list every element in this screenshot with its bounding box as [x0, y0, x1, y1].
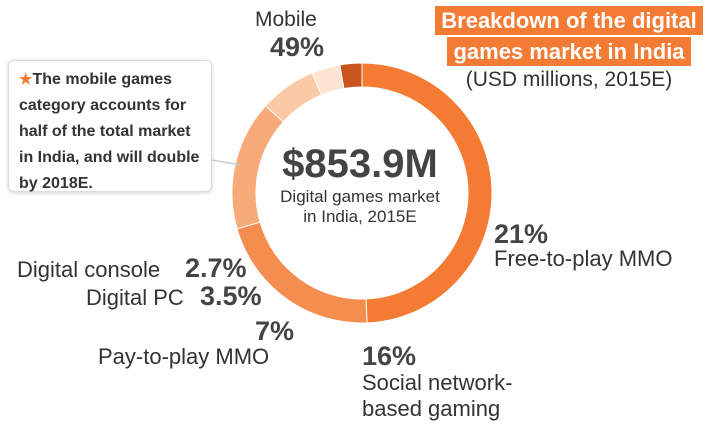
chart-subtitle: (USD millions, 2015E): [465, 68, 673, 91]
value-free-to-play-mmo: 21%: [494, 219, 549, 249]
note-connector-line: [211, 159, 241, 166]
label-digital-console: Digital console: [17, 257, 161, 282]
value-mobile: 49%: [270, 32, 325, 62]
label-digital-pc: Digital PC: [86, 285, 184, 310]
total-value: $853.9M: [282, 142, 438, 186]
callout-note-text: The mobile games category accounts for h…: [19, 71, 200, 192]
total-label-line-1: Digital games market: [280, 187, 440, 206]
total-label: Digital games market in India, 2015E: [260, 187, 460, 227]
value-pay-to-play-mmo: 7%: [255, 316, 295, 346]
star-icon: ★: [19, 71, 33, 88]
chart-title-line-2: games market in India: [447, 37, 691, 66]
donut-ring: [231, 62, 493, 324]
callout-note: ★The mobile games category accounts for …: [8, 60, 212, 192]
label-free-to-play-mmo: Free-to-play MMO: [494, 246, 673, 271]
total-label-line-2: in India, 2015E: [303, 207, 417, 226]
value-digital-pc: 3.5%: [200, 281, 262, 311]
label-social-gaming-line-1: Social network-: [362, 370, 513, 395]
value-digital-console: 2.7%: [185, 253, 247, 283]
label-mobile: Mobile: [255, 8, 317, 31]
label-pay-to-play-mmo: Pay-to-play MMO: [98, 344, 270, 369]
chart-title: Breakdown of the digital games market in…: [430, 6, 708, 68]
chart-title-line-1: Breakdown of the digital: [435, 6, 703, 35]
slice-digital-console: [339, 62, 363, 90]
watermark: ORDAIA: [432, 190, 449, 254]
label-social-gaming-line-2: based gaming: [362, 396, 501, 421]
value-social-gaming: 16%: [362, 341, 417, 371]
callout-note-body: ★The mobile games category accounts for …: [19, 67, 203, 197]
